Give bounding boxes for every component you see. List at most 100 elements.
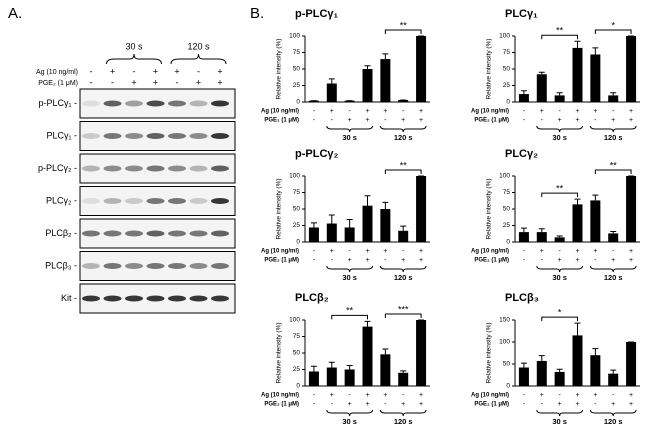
blot-sign: + — [153, 66, 158, 76]
condition-sign: - — [384, 117, 387, 124]
bar — [572, 335, 583, 386]
condition-label: PGE₂ (1 μM) — [264, 402, 299, 408]
band — [168, 100, 186, 107]
condition-sign: + — [365, 248, 369, 255]
blot-row-label: PLCγ₁ - — [46, 130, 77, 140]
condition-sign: + — [383, 108, 387, 115]
error-bar — [382, 348, 389, 355]
y-tick-label: 25 — [503, 222, 511, 229]
condition-sign: - — [331, 401, 334, 408]
error-bar — [328, 361, 335, 368]
band — [189, 198, 208, 204]
band — [211, 198, 229, 204]
band — [103, 230, 122, 237]
band — [125, 230, 143, 237]
group-label: 30 s — [342, 273, 357, 282]
error-bar — [538, 355, 545, 361]
error-bar — [346, 219, 353, 228]
band — [146, 295, 165, 302]
group-label: 30 s — [552, 273, 567, 282]
bar — [518, 367, 529, 386]
chart-title: PLCβ₂ — [295, 292, 329, 304]
band — [82, 198, 100, 204]
error-bar — [328, 78, 335, 84]
condition-sign: - — [348, 108, 351, 115]
condition-sign: - — [402, 248, 405, 255]
brace — [589, 265, 637, 273]
bar — [626, 176, 637, 242]
band — [211, 165, 229, 172]
error-bar — [328, 214, 335, 224]
error-bar — [400, 370, 407, 373]
condition-sign: - — [612, 108, 615, 115]
brace — [589, 125, 637, 133]
condition-sign: - — [313, 401, 316, 408]
brace — [326, 265, 373, 273]
y-tick-label: 75 — [293, 189, 301, 196]
y-tick-label: 50 — [503, 66, 511, 73]
band — [82, 263, 100, 269]
y-tick-label: 100 — [499, 339, 510, 346]
bar — [398, 230, 409, 242]
bar — [308, 100, 319, 102]
error-bar — [382, 201, 389, 209]
blot-row-label: Kit - — [61, 293, 77, 303]
condition-sign: - — [313, 392, 316, 399]
condition-sign: + — [575, 248, 579, 255]
significance-bracket — [384, 169, 422, 174]
group-label: 120 s — [604, 417, 623, 426]
y-tick-label: 75 — [293, 49, 301, 56]
error-bar — [520, 227, 527, 233]
condition-sign: + — [593, 108, 597, 115]
bar — [344, 100, 355, 102]
significance-bracket — [594, 29, 632, 34]
chart-title: PLCγ₁ — [505, 8, 538, 20]
condition-sign: - — [384, 257, 387, 264]
group-label: 30 s — [552, 417, 567, 426]
error-bar — [520, 362, 527, 368]
significance-bracket — [541, 192, 578, 198]
significance-bracket — [594, 169, 632, 174]
blot-row-label: PLCγ₂ - — [46, 195, 77, 205]
condition-sign: - — [523, 257, 526, 264]
condition-sign: + — [365, 117, 369, 124]
bar — [344, 369, 355, 386]
condition-sign: - — [402, 108, 405, 115]
band — [168, 295, 186, 302]
bar — [308, 227, 319, 242]
brace — [536, 265, 583, 273]
blot-group-label: 120 s — [187, 41, 210, 51]
band — [168, 133, 186, 139]
y-tick-label: 100 — [499, 173, 510, 180]
error-bar — [310, 365, 317, 372]
significance-bracket — [384, 29, 422, 34]
y-tick-label: 50 — [503, 206, 511, 213]
y-tick-label: 100 — [289, 173, 300, 180]
band — [189, 100, 208, 107]
brace — [536, 125, 583, 133]
condition-sign: + — [330, 392, 334, 399]
condition-sign: + — [558, 257, 562, 264]
error-bar — [556, 368, 563, 372]
y-tick-label: 50 — [293, 66, 301, 73]
condition-sign: + — [419, 401, 423, 408]
band — [103, 263, 122, 269]
bar — [572, 204, 583, 242]
bar — [590, 200, 601, 242]
condition-sign: - — [402, 392, 405, 399]
error-bar — [574, 40, 581, 48]
bar — [380, 209, 391, 242]
y-tick-label: 25 — [293, 82, 301, 89]
band — [103, 198, 122, 204]
bar — [362, 326, 373, 386]
condition-sign: + — [540, 108, 544, 115]
band — [189, 230, 208, 237]
y-tick-label: 0 — [506, 383, 510, 390]
blot-row-label: PLCβ₃ - — [45, 260, 77, 270]
condition-sign: - — [523, 392, 526, 399]
condition-sign: + — [629, 108, 633, 115]
band — [103, 133, 122, 139]
blot-sign: + — [110, 66, 115, 76]
condition-sign: - — [612, 392, 615, 399]
